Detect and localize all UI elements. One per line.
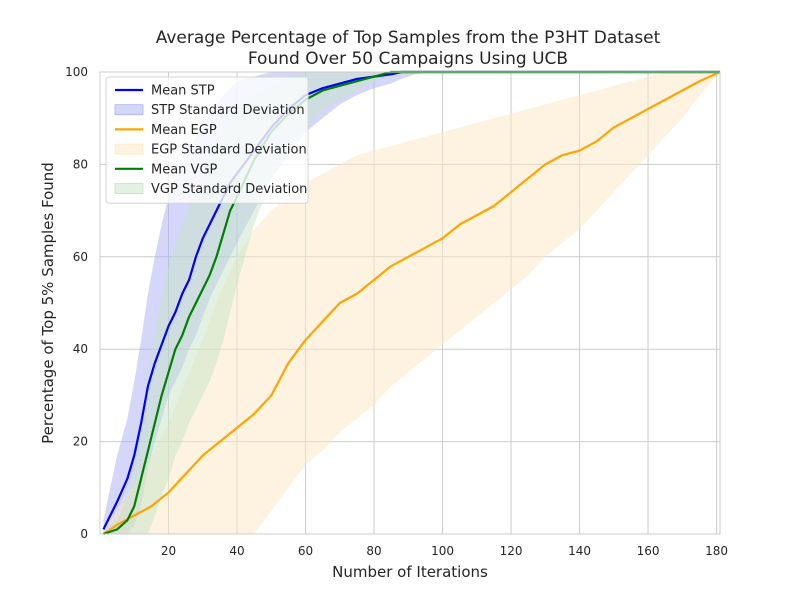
x-tick-label: 40 bbox=[229, 544, 244, 558]
y-tick-label: 0 bbox=[80, 527, 88, 541]
std-band-1 bbox=[103, 72, 720, 534]
plot-frame bbox=[99, 71, 721, 535]
legend-label: Mean EGP bbox=[151, 123, 217, 138]
y-tick-label: 20 bbox=[73, 435, 88, 449]
x-tick-labels: 20 40 60 80 100 120 140 160 180 bbox=[161, 544, 728, 558]
legend-label: EGP Standard Deviation bbox=[151, 143, 307, 158]
x-tick-label: 60 bbox=[298, 544, 313, 558]
x-tick-label: 180 bbox=[705, 544, 728, 558]
legend: Mean STP STP Standard Deviation Mean EGP EG… bbox=[105, 76, 309, 204]
y-tick-label: 40 bbox=[73, 342, 88, 356]
y-axis-label: Percentage of Top 5% Samples Found bbox=[39, 162, 57, 444]
x-axis-label: Number of Iterations bbox=[332, 563, 488, 581]
legend-box bbox=[105, 76, 309, 204]
legend-band-swatch bbox=[114, 183, 144, 194]
mean-line-1 bbox=[102, 70, 721, 535]
x-tick-label: 100 bbox=[431, 544, 454, 558]
legend-label: Mean STP bbox=[151, 84, 215, 99]
chart-title: Average Percentage of Top Samples from t… bbox=[156, 28, 661, 48]
legend-band-swatch bbox=[114, 143, 144, 155]
y-tick-label: 80 bbox=[73, 157, 88, 171]
x-tick-label: 80 bbox=[366, 544, 381, 558]
mean-line-2 bbox=[103, 70, 720, 536]
x-tick-label: 120 bbox=[500, 544, 523, 558]
x-tick-label: 20 bbox=[161, 544, 176, 558]
y-tick-labels: 0 20 40 60 80 100 bbox=[65, 65, 88, 541]
legend-band-swatch bbox=[114, 104, 144, 116]
chart-subtitle: Found Over 50 Campaigns Using UCB bbox=[248, 49, 568, 69]
legend-label: Mean VGP bbox=[151, 162, 218, 177]
y-tick-label: 100 bbox=[65, 65, 88, 79]
legend-label: STP Standard Deviation bbox=[151, 103, 305, 118]
y-tick-label: 60 bbox=[73, 250, 88, 264]
x-tick-label: 160 bbox=[637, 544, 660, 558]
legend-label: VGP Standard Deviation bbox=[151, 182, 307, 197]
x-tick-label: 140 bbox=[568, 544, 591, 558]
